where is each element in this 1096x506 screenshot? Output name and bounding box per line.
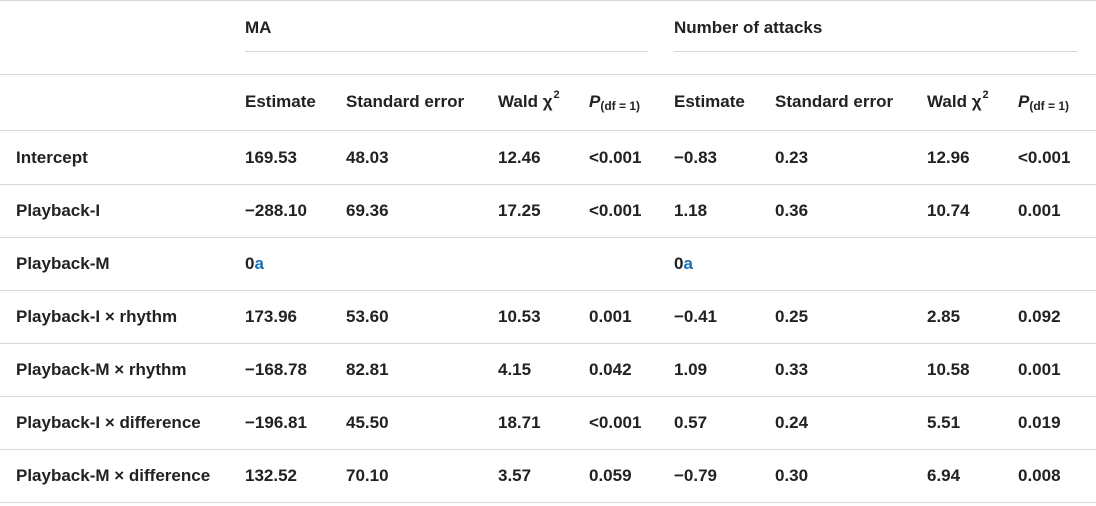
column-header-wald: Wald χ2 [927, 89, 989, 112]
attacks-standard-error: 0.25 [775, 307, 809, 326]
attacks-estimate: 0.57 [674, 413, 708, 432]
row-label: Playback-M × difference [16, 466, 211, 485]
wald-superscript: 2 [982, 89, 989, 101]
p-label: P [589, 92, 601, 111]
wald-label: Wald χ [927, 92, 982, 111]
row-divider [0, 343, 1096, 344]
row-label: Playback-I × rhythm [16, 307, 178, 326]
header-divider [0, 74, 1096, 75]
attacks-estimate: 1.09 [674, 360, 708, 379]
p-label: P [1018, 92, 1030, 111]
row-label: Playback-I × difference [16, 413, 201, 432]
ma-standard-error: 53.60 [346, 307, 389, 326]
header-bottom-border [0, 130, 1096, 131]
row-label: Playback-M × rhythm [16, 360, 187, 379]
attacks-p: 0.001 [1018, 201, 1061, 220]
attacks-p: 0.008 [1018, 466, 1061, 485]
attacks-group-underline [674, 51, 1077, 52]
attacks-standard-error: 0.36 [775, 201, 809, 220]
ma-estimate: 132.52 [245, 466, 297, 485]
ma-group-underline [245, 51, 648, 52]
ma-estimate: 169.53 [245, 148, 297, 167]
attacks-estimate: −0.41 [674, 307, 718, 326]
row-divider [0, 449, 1096, 450]
ma-wald: 17.25 [498, 201, 541, 220]
ma-standard-error: 82.81 [346, 360, 389, 379]
ma-estimate: 173.96 [245, 307, 297, 326]
ma-p: 0.042 [589, 360, 632, 379]
ma-estimate: −196.81 [245, 413, 307, 432]
ma-wald: 3.57 [498, 466, 532, 485]
attacks-p: 0.092 [1018, 307, 1061, 326]
row-divider [0, 184, 1096, 185]
wald-label: Wald χ [498, 92, 553, 111]
attacks-wald: 12.96 [927, 148, 970, 167]
attacks-estimate: −0.79 [674, 466, 718, 485]
ma-wald: 12.46 [498, 148, 541, 167]
ma-wald: 18.71 [498, 413, 541, 432]
column-header-p: P(df = 1) [1018, 92, 1070, 113]
table-bottom-border [0, 502, 1096, 503]
ma-wald: 10.53 [498, 307, 541, 326]
ma-p: <0.001 [589, 201, 642, 220]
column-header-wald: Wald χ2 [498, 89, 560, 112]
attacks-p: 0.019 [1018, 413, 1061, 432]
column-header-estimate: Estimate [674, 92, 745, 111]
ma-p: <0.001 [589, 148, 642, 167]
wald-superscript: 2 [553, 89, 560, 101]
ma-standard-error: 69.36 [346, 201, 389, 220]
row-divider [0, 290, 1096, 291]
attacks-p: 0.001 [1018, 360, 1061, 379]
attacks-p: <0.001 [1018, 148, 1071, 167]
estimate-value: 0 [674, 254, 684, 273]
row-label: Playback-I [16, 201, 101, 220]
attacks-wald: 2.85 [927, 307, 961, 326]
ma-p: 0.001 [589, 307, 632, 326]
ma-estimate: −288.10 [245, 201, 307, 220]
row-label: Playback-M [16, 254, 110, 273]
column-header-standard-error: Standard error [775, 92, 894, 111]
group-header-ma: MA [245, 18, 272, 37]
attacks-wald: 6.94 [927, 466, 961, 485]
row-label: Intercept [16, 148, 88, 167]
attacks-standard-error: 0.24 [775, 413, 809, 432]
footnote-link[interactable]: a [683, 254, 693, 273]
ma-estimate: −168.78 [245, 360, 307, 379]
ma-standard-error: 48.03 [346, 148, 389, 167]
p-subscript: (df = 1) [1029, 99, 1070, 113]
column-header-estimate: Estimate [245, 92, 316, 111]
table-top-border [0, 0, 1096, 1]
footnote-link[interactable]: a [254, 254, 264, 273]
ma-p: 0.059 [589, 466, 632, 485]
ma-wald: 4.15 [498, 360, 532, 379]
group-header-attacks: Number of attacks [674, 18, 823, 37]
column-header-standard-error: Standard error [346, 92, 465, 111]
ma-p: <0.001 [589, 413, 642, 432]
attacks-estimate: 0a [674, 254, 693, 274]
attacks-standard-error: 0.23 [775, 148, 809, 167]
ma-standard-error: 45.50 [346, 413, 389, 432]
row-divider [0, 396, 1096, 397]
attacks-estimate: −0.83 [674, 148, 718, 167]
attacks-wald: 10.58 [927, 360, 970, 379]
estimate-value: 0 [245, 254, 255, 273]
column-header-p: P(df = 1) [589, 92, 641, 113]
ma-estimate: 0a [245, 254, 264, 274]
ma-standard-error: 70.10 [346, 466, 389, 485]
attacks-standard-error: 0.30 [775, 466, 809, 485]
attacks-standard-error: 0.33 [775, 360, 809, 379]
p-subscript: (df = 1) [600, 99, 641, 113]
attacks-estimate: 1.18 [674, 201, 708, 220]
attacks-wald: 10.74 [927, 201, 970, 220]
row-divider [0, 237, 1096, 238]
attacks-wald: 5.51 [927, 413, 961, 432]
